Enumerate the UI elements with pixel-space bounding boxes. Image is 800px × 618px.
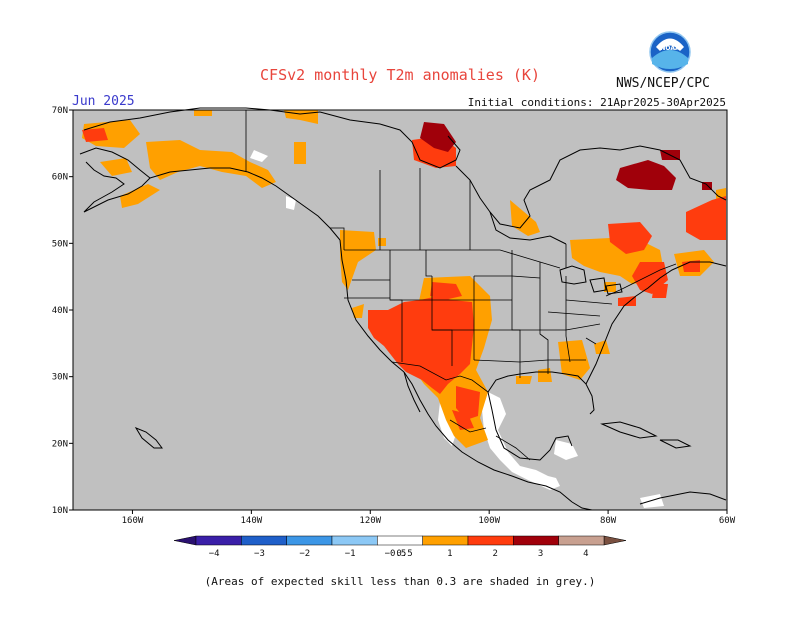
colorbar-segment xyxy=(286,535,333,546)
coastlines xyxy=(79,107,727,511)
colorbar-high-arrow xyxy=(603,535,627,546)
colorbar-segment xyxy=(241,535,287,546)
colorbar-label: 2 xyxy=(492,549,497,559)
colorbar-segment xyxy=(422,535,469,546)
lat-tick-label: 20N xyxy=(52,439,68,449)
colorbar-segment xyxy=(558,535,605,546)
colorbar-label: −1 xyxy=(345,549,356,559)
political-borders xyxy=(245,110,677,461)
colorbar-label: −3 xyxy=(254,549,265,559)
colorbar: −4 −3 −2 −1 −0.50.5 1 2 3 4 xyxy=(173,535,627,559)
anomaly-1-to-2-areas xyxy=(82,128,726,430)
colorbar-low-arrow xyxy=(173,535,197,546)
lon-tick-label: 120W xyxy=(359,516,381,526)
lon-tick-label: 60W xyxy=(719,516,736,526)
lon-tick-label: 100W xyxy=(478,516,500,526)
colorbar-label: 0.5 xyxy=(396,549,412,559)
lon-tick-label: 160W xyxy=(122,516,144,526)
colorbar-label: −2 xyxy=(299,549,310,559)
anomaly-2-to-3-areas xyxy=(420,122,712,190)
colorbar-label: −0.5 xyxy=(385,549,407,559)
lon-tick-label: 80W xyxy=(600,516,617,526)
colorbar-label: 3 xyxy=(538,549,543,559)
footnote: (Areas of expected skill less than 0.3 a… xyxy=(204,575,596,588)
colorbar-label: 1 xyxy=(447,549,452,559)
map-title: CFSv2 monthly T2m anomalies (K) xyxy=(260,66,540,84)
colorbar-segment xyxy=(467,535,514,546)
forecast-month: Jun 2025 xyxy=(72,94,135,109)
lat-tick-label: 40N xyxy=(52,306,68,316)
lat-tick-label: 30N xyxy=(52,373,68,383)
initial-conditions: Initial conditions: 21Apr2025-30Apr2025 xyxy=(467,96,726,109)
lat-tick-label: 10N xyxy=(52,506,68,516)
lat-tick-label: 60N xyxy=(52,173,68,183)
lat-tick-label: 70N xyxy=(52,106,68,116)
colorbar-segment xyxy=(513,535,559,546)
colorbar-label: 4 xyxy=(583,549,588,559)
colorbar-segment xyxy=(377,535,423,546)
colorbar-label: −4 xyxy=(209,549,220,559)
lon-tick-label: 140W xyxy=(241,516,263,526)
lat-tick-label: 50N xyxy=(52,239,68,249)
agency-label: NWS/NCEP/CPC xyxy=(616,76,710,91)
colorbar-segment xyxy=(331,535,378,546)
noaa-logo-icon: NOAA xyxy=(649,31,691,73)
axis-ticks: 70N 60N 50N 40N 30N 20N 10N 160W 140W 120W 100W 80W… xyxy=(52,106,736,526)
svg-text:NOAA: NOAA xyxy=(660,45,680,52)
colorbar-segment xyxy=(195,535,242,546)
